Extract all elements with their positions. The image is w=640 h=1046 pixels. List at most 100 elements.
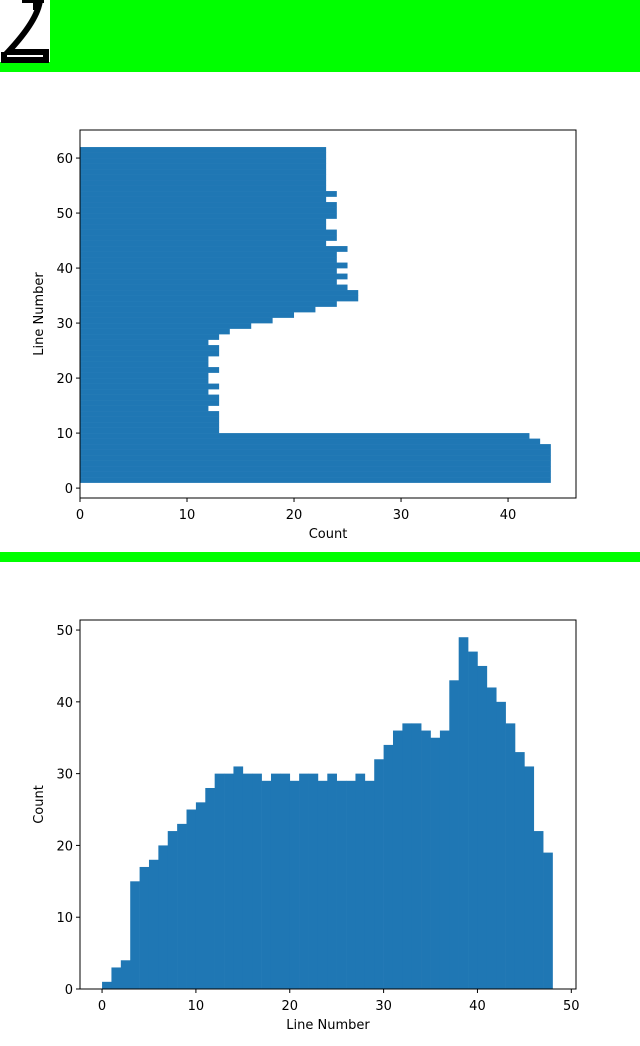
bar	[80, 224, 327, 230]
x-tick-label: 10	[188, 999, 205, 1014]
bar	[486, 687, 497, 989]
bar	[80, 438, 541, 445]
bar	[80, 411, 220, 417]
bar	[80, 169, 327, 175]
bar	[80, 356, 209, 362]
bar	[80, 251, 337, 258]
bar	[167, 831, 178, 989]
bar	[80, 174, 327, 181]
x-axis-label: Count	[309, 527, 348, 542]
bar	[496, 701, 506, 989]
bar	[233, 766, 244, 989]
bar	[80, 207, 337, 214]
x-tick-label: 20	[281, 999, 298, 1014]
bar	[80, 460, 551, 467]
bar	[430, 737, 441, 989]
bar	[177, 823, 187, 989]
bar	[317, 780, 328, 989]
bar	[80, 477, 551, 483]
bar	[80, 213, 337, 219]
x-axis-label: Line Number	[286, 1018, 370, 1033]
x-tick-label: 0	[76, 508, 84, 523]
bar	[392, 730, 403, 989]
bar	[374, 759, 384, 989]
bar	[80, 367, 220, 373]
bar	[80, 466, 551, 472]
y-tick-label: 10	[56, 911, 73, 926]
bar	[80, 339, 209, 346]
bar	[458, 637, 469, 989]
bar	[80, 422, 220, 428]
bar	[468, 651, 478, 989]
bar	[111, 967, 122, 989]
bar	[224, 773, 234, 989]
bar	[80, 317, 273, 324]
bar	[80, 334, 220, 340]
bar	[80, 191, 337, 197]
bar	[80, 163, 327, 170]
bar	[80, 240, 327, 247]
y-tick-label: 40	[56, 262, 73, 277]
bar	[411, 723, 422, 989]
x-tick-label: 50	[563, 999, 580, 1014]
bar	[205, 787, 215, 989]
bar	[80, 196, 327, 203]
y-tick-label: 30	[56, 317, 73, 332]
bar	[80, 295, 359, 302]
bar	[80, 306, 316, 313]
bar	[80, 444, 551, 450]
bar	[186, 809, 197, 989]
bar	[336, 780, 347, 989]
y-tick-label: 40	[56, 696, 73, 711]
bar	[346, 780, 356, 989]
bar	[80, 449, 551, 456]
x-tick-label: 40	[469, 999, 486, 1014]
bar	[505, 723, 516, 989]
bar	[383, 744, 394, 989]
bar	[80, 361, 209, 368]
bar	[80, 345, 220, 351]
bar	[439, 730, 450, 989]
y-tick-label: 50	[56, 207, 73, 222]
bar	[120, 960, 131, 989]
bar	[80, 405, 209, 412]
bar	[280, 773, 291, 989]
x-tick-label: 30	[393, 508, 410, 523]
bar	[80, 262, 348, 269]
bar	[80, 246, 348, 252]
bar	[402, 723, 413, 989]
top-banner	[0, 0, 640, 72]
x-tick-label: 20	[286, 508, 303, 523]
bar	[80, 229, 337, 236]
bar	[80, 350, 220, 357]
icon	[1, 0, 49, 63]
bar	[308, 773, 319, 989]
bar	[449, 680, 459, 989]
bar	[80, 290, 359, 296]
y-axis-label: Line Number	[32, 272, 47, 356]
x-tick-label: 30	[375, 999, 392, 1014]
bar	[80, 389, 209, 395]
bar	[543, 852, 553, 989]
bar	[158, 845, 169, 989]
bar	[242, 773, 253, 989]
bar	[80, 433, 530, 439]
y-tick-label: 50	[56, 624, 73, 639]
bar	[195, 802, 206, 989]
bar	[80, 202, 337, 208]
bar	[80, 323, 252, 329]
bar	[80, 273, 348, 280]
bar	[252, 773, 262, 989]
bar	[80, 394, 220, 401]
y-axis-label: Count	[32, 785, 47, 824]
bar	[80, 147, 327, 153]
bar	[80, 152, 327, 159]
bar	[80, 284, 348, 291]
bar	[80, 427, 220, 434]
bar	[80, 416, 220, 423]
bar	[327, 773, 337, 989]
bar	[80, 301, 337, 307]
bar	[299, 773, 309, 989]
